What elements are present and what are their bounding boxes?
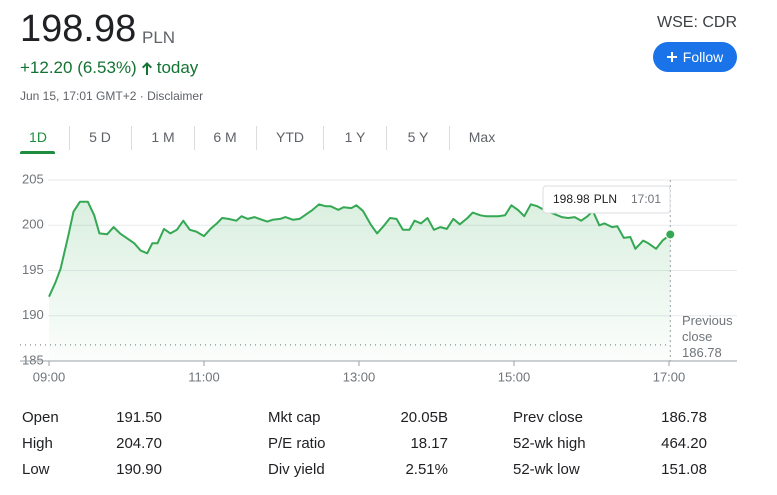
tab-separator xyxy=(69,126,70,150)
change-period: today xyxy=(156,58,199,77)
y-tick-label: 200 xyxy=(22,217,44,232)
up-arrow-icon xyxy=(141,62,152,75)
range-tab[interactable]: 1 Y xyxy=(344,129,366,145)
stat-label: Div yield xyxy=(268,461,325,478)
range-tab[interactable]: 6 M xyxy=(213,129,237,145)
stat-value: 186.78 xyxy=(661,409,707,426)
y-tick-label: 195 xyxy=(22,262,44,277)
stat-value: 190.90 xyxy=(116,461,162,478)
stat-label: P/E ratio xyxy=(268,435,326,452)
y-tick-label: 205 xyxy=(22,171,44,186)
y-tick-label: 190 xyxy=(22,307,44,322)
x-tick-label: 11:00 xyxy=(188,369,220,384)
range-tab[interactable]: Max xyxy=(468,129,496,145)
chart: 185 190 195 200 205 09:00 11:00 13:00 15:00 17:00… xyxy=(20,171,737,384)
x-tick-label: 09:00 xyxy=(33,369,66,384)
x-tick-label: 15:00 xyxy=(498,369,531,384)
stat-label: Open xyxy=(22,409,59,426)
x-tick-label: 17:00 xyxy=(653,369,686,384)
tab-separator xyxy=(194,126,195,150)
prev-close-label: Previous close xyxy=(682,313,733,344)
stat-label: Prev close xyxy=(513,409,584,426)
stat-value: 151.08 xyxy=(661,461,707,478)
tooltip-box xyxy=(542,185,671,214)
x-tick-label: 13:00 xyxy=(343,369,376,384)
stat-label: 52-wk high xyxy=(513,435,586,452)
last-point xyxy=(665,229,676,240)
tab-separator xyxy=(449,126,450,150)
range-tab[interactable]: 5 Y xyxy=(407,129,429,145)
follow-label: Follow xyxy=(682,49,724,65)
range-tab[interactable]: 1D xyxy=(29,129,47,145)
tooltip-value: 198.98 xyxy=(553,192,590,206)
stat-value: 204.70 xyxy=(116,435,162,452)
stat-value: 20.05B xyxy=(400,409,448,426)
stat-label: Low xyxy=(22,461,50,478)
ticker: WSE: CDR xyxy=(657,14,737,31)
plus-icon xyxy=(666,52,677,62)
area-fill xyxy=(49,201,671,361)
stat-value: 2.51% xyxy=(405,461,448,478)
range-tab[interactable]: 5 D xyxy=(89,129,111,145)
tooltip: 198.98 PLN 17:01 xyxy=(542,185,671,214)
prev-close-value: 186.78 xyxy=(682,345,722,360)
timestamp: Jun 15, 17:01 GMT+2 · Disclaimer xyxy=(20,89,204,103)
stat-label: Mkt cap xyxy=(268,409,321,426)
range-tab[interactable]: YTD xyxy=(276,129,304,145)
tooltip-time: 17:01 xyxy=(631,192,661,206)
change-value: +12.20 (6.53%) xyxy=(20,58,137,77)
stat-value: 464.20 xyxy=(661,435,707,452)
stat-label: 52-wk low xyxy=(513,461,580,478)
currency: PLN xyxy=(142,28,176,47)
tooltip-currency: PLN xyxy=(594,192,617,206)
tab-separator xyxy=(386,126,387,150)
tab-separator xyxy=(323,126,324,150)
range-tab[interactable]: 1 M xyxy=(151,129,175,145)
stat-value: 18.17 xyxy=(410,435,448,452)
timestamp-text: Jun 15, 17:01 GMT+2 xyxy=(20,89,137,103)
tab-indicator xyxy=(20,151,55,154)
y-tick-label: 185 xyxy=(22,352,44,367)
stat-value: 191.50 xyxy=(116,409,162,426)
follow-button[interactable]: Follow xyxy=(653,42,737,72)
tooltip-price: 198.98 PLN xyxy=(553,192,617,206)
price: 198.98 xyxy=(20,8,137,50)
prev-close-note: Previous close 186.78 xyxy=(682,313,742,361)
disclaimer-link[interactable]: Disclaimer xyxy=(147,89,204,103)
price-line xyxy=(48,200,671,298)
stat-label: High xyxy=(22,435,53,452)
change: +12.20 (6.53%) today xyxy=(20,58,198,78)
tab-separator xyxy=(131,126,132,150)
tab-separator xyxy=(256,126,257,150)
